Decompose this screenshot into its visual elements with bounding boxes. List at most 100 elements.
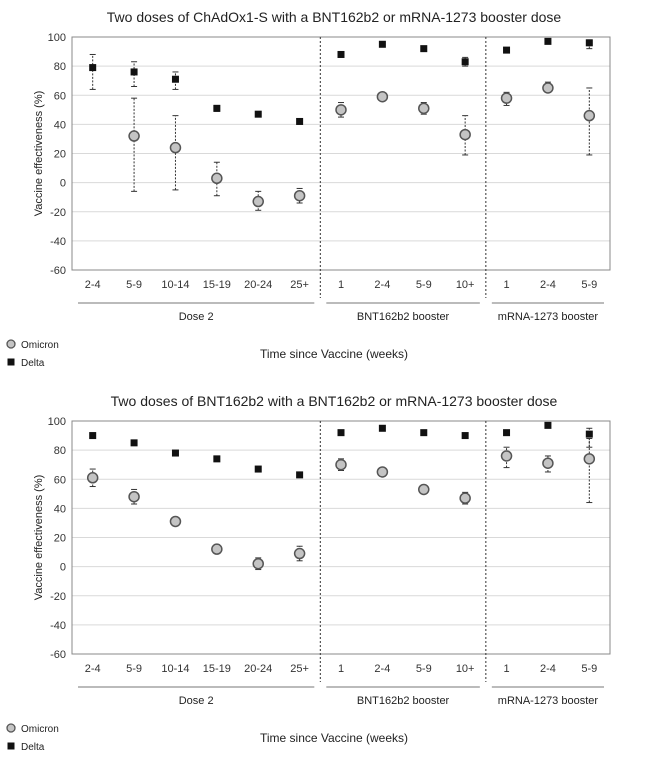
delta-point bbox=[503, 46, 511, 54]
omicron-point bbox=[418, 102, 430, 115]
x-tick-label: 15-19 bbox=[203, 279, 231, 291]
x-tick-label: 2-4 bbox=[374, 663, 390, 675]
y-tick-label: 80 bbox=[54, 61, 66, 73]
y-axis-label: Vaccine effectiveness (%) bbox=[33, 91, 45, 217]
x-tick-label: 10+ bbox=[456, 279, 475, 291]
omicron-point bbox=[252, 557, 264, 570]
chart-title: Two doses of BNT162b2 with a BNT162b2 or… bbox=[111, 393, 558, 409]
group-label: mRNA-1273 booster bbox=[498, 311, 599, 323]
legend-omicron-label: Omicron bbox=[21, 340, 59, 351]
y-tick-label: 20 bbox=[54, 533, 66, 545]
omicron-point bbox=[542, 457, 554, 469]
delta-point bbox=[378, 40, 386, 48]
x-axis-label: Time since Vaccine (weeks) bbox=[260, 347, 408, 361]
omicron-point bbox=[500, 92, 513, 104]
legend-delta-marker bbox=[7, 742, 15, 750]
x-tick-label: 2-4 bbox=[540, 663, 556, 675]
y-tick-label: -40 bbox=[50, 236, 66, 248]
delta-point bbox=[503, 429, 511, 437]
delta-point bbox=[89, 432, 97, 440]
chart-svg-2: Two doses of BNT162b2 with a BNT162b2 or… bbox=[6, 393, 611, 753]
y-tick-label: -60 bbox=[50, 265, 66, 277]
plot-area bbox=[71, 420, 611, 655]
y-tick-label: 0 bbox=[60, 178, 66, 190]
legend-omicron-label: Omicron bbox=[21, 724, 59, 735]
omicron-point bbox=[335, 458, 347, 471]
omicron-point bbox=[86, 472, 99, 484]
x-tick-label: 10-14 bbox=[161, 663, 189, 675]
delta-point bbox=[420, 429, 428, 437]
chart-svg-1: Two doses of ChAdOx1-S with a BNT162b2 o… bbox=[6, 9, 611, 369]
y-tick-label: -60 bbox=[50, 649, 66, 661]
y-axis-label: Vaccine effectiveness (%) bbox=[33, 475, 45, 601]
delta-point bbox=[337, 429, 345, 437]
x-axis-label: Time since Vaccine (weeks) bbox=[260, 731, 408, 745]
omicron-point bbox=[418, 483, 430, 496]
y-tick-label: 0 bbox=[60, 562, 66, 574]
x-tick-label: 5-9 bbox=[581, 279, 597, 291]
omicron-point bbox=[542, 82, 554, 94]
chart-panel-1: Two doses of ChAdOx1-S with a BNT162b2 o… bbox=[0, 0, 668, 384]
delta-point bbox=[254, 110, 262, 118]
omicron-point bbox=[459, 128, 471, 141]
delta-point bbox=[130, 439, 138, 447]
x-tick-label: 2-4 bbox=[374, 279, 390, 291]
y-tick-label: 80 bbox=[54, 445, 66, 457]
legend-omicron-marker bbox=[6, 339, 16, 349]
omicron-point bbox=[169, 515, 182, 528]
delta-point bbox=[296, 471, 304, 479]
legend-omicron-marker bbox=[6, 723, 16, 733]
x-tick-label: 10+ bbox=[456, 663, 475, 675]
x-tick-label: 20-24 bbox=[244, 279, 272, 291]
group-label: Dose 2 bbox=[179, 695, 214, 707]
delta-point bbox=[89, 64, 97, 72]
omicron-point bbox=[293, 189, 306, 202]
x-tick-label: 20-24 bbox=[244, 663, 272, 675]
y-tick-label: -20 bbox=[50, 207, 66, 219]
y-tick-label: 100 bbox=[48, 32, 66, 44]
delta-point bbox=[171, 75, 179, 83]
y-tick-label: -40 bbox=[50, 620, 66, 632]
omicron-point bbox=[459, 492, 471, 504]
omicron-point bbox=[128, 490, 140, 503]
omicron-point bbox=[376, 90, 389, 103]
chart-title: Two doses of ChAdOx1-S with a BNT162b2 o… bbox=[107, 9, 562, 25]
legend-delta-label: Delta bbox=[21, 742, 45, 753]
delta-point bbox=[544, 421, 552, 429]
chart-panel-2: Two doses of BNT162b2 with a BNT162b2 or… bbox=[0, 384, 668, 768]
delta-point bbox=[171, 449, 179, 457]
legend-delta-label: Delta bbox=[21, 358, 45, 369]
delta-point bbox=[420, 45, 428, 53]
delta-point bbox=[544, 37, 552, 45]
omicron-point bbox=[252, 195, 264, 208]
x-tick-label: 5-9 bbox=[126, 279, 142, 291]
group-label: Dose 2 bbox=[179, 311, 214, 323]
group-label: BNT162b2 booster bbox=[357, 695, 450, 707]
omicron-point bbox=[500, 450, 513, 462]
x-tick-label: 5-9 bbox=[416, 279, 432, 291]
group-label: BNT162b2 booster bbox=[357, 311, 450, 323]
x-tick-label: 2-4 bbox=[540, 279, 556, 291]
omicron-point bbox=[583, 109, 596, 122]
y-tick-label: -20 bbox=[50, 591, 66, 603]
omicron-point bbox=[211, 543, 223, 555]
omicron-point bbox=[128, 130, 140, 142]
delta-point bbox=[213, 455, 221, 463]
omicron-point bbox=[335, 104, 347, 116]
x-tick-label: 5-9 bbox=[126, 663, 142, 675]
delta-point bbox=[461, 432, 469, 440]
delta-point bbox=[585, 39, 593, 47]
y-tick-label: 60 bbox=[54, 90, 66, 102]
y-tick-label: 60 bbox=[54, 474, 66, 486]
x-tick-label: 1 bbox=[503, 663, 509, 675]
x-tick-label: 2-4 bbox=[85, 279, 101, 291]
delta-point bbox=[213, 104, 221, 112]
omicron-point bbox=[583, 453, 596, 465]
delta-point bbox=[130, 68, 138, 76]
delta-point bbox=[585, 430, 593, 438]
x-tick-label: 10-14 bbox=[161, 279, 189, 291]
y-tick-label: 100 bbox=[48, 416, 66, 428]
x-tick-label: 5-9 bbox=[581, 663, 597, 675]
x-tick-label: 1 bbox=[338, 279, 344, 291]
legend-delta-marker bbox=[7, 358, 15, 366]
